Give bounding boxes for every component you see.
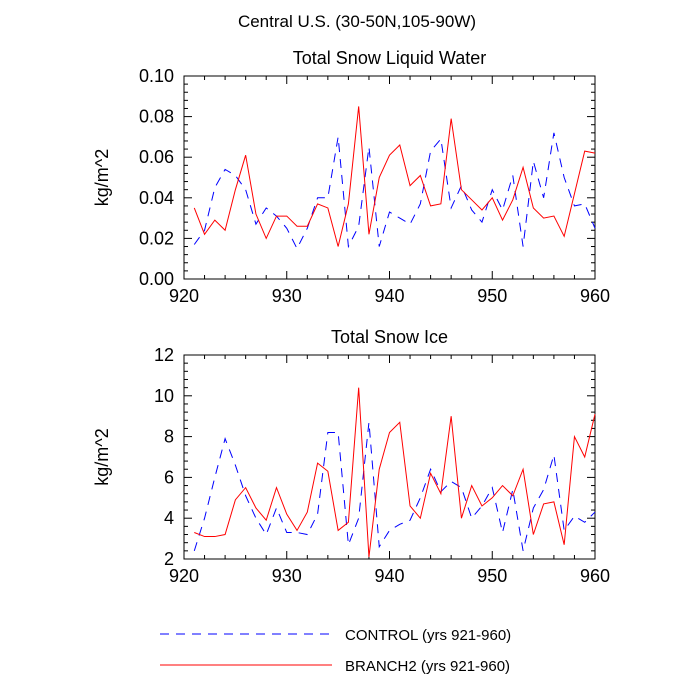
series-line-control: [193, 422, 596, 551]
y-axis-label: kg/m^2: [92, 149, 112, 206]
x-tick-label: 940: [374, 286, 404, 306]
x-tick-label: 930: [272, 286, 302, 306]
y-tick-label: 0.02: [139, 228, 174, 248]
chart-panel-snow-liquid-water: Total Snow Liquid Water kg/m^2 920 930 940 95…: [92, 48, 610, 306]
x-tick-label: 920: [169, 566, 199, 586]
plot-frame: [183, 75, 596, 280]
y-tick-label: 0.06: [139, 147, 174, 167]
series-line-branch2: [194, 387, 596, 558]
y-tick-label: 2: [164, 549, 174, 569]
figure-title: Central U.S. (30-50N,105-90W): [238, 12, 476, 31]
y-tick-label: 8: [164, 427, 174, 447]
x-tick-label: 920: [169, 286, 199, 306]
panel-title: Total Snow Liquid Water: [293, 48, 486, 68]
x-tick-label: 940: [374, 566, 404, 586]
legend-label-branch2: BRANCH2 (yrs 921-960): [345, 658, 510, 675]
series-line-control: [193, 132, 596, 250]
plot-frame: [183, 354, 596, 560]
x-tick-label: 950: [477, 286, 507, 306]
panel-title: Total Snow Ice: [331, 327, 448, 347]
y-tick-label: 4: [164, 508, 174, 528]
series-line-branch2: [193, 106, 596, 247]
x-tick-label: 960: [580, 566, 610, 586]
y-tick-label: 0.00: [139, 269, 174, 289]
x-tick-label: 930: [272, 566, 302, 586]
legend-label-control: CONTROL (yrs 921-960): [345, 627, 511, 644]
x-tick-label: 950: [477, 566, 507, 586]
y-tick-label: 12: [154, 345, 174, 365]
y-axis-label: kg/m^2: [92, 428, 112, 485]
legend: CONTROL (yrs 921-960) BRANCH2 (yrs 921-9…: [160, 627, 511, 675]
y-tick-label: 0.10: [139, 66, 174, 86]
x-tick-label: 960: [580, 286, 610, 306]
y-tick-label: 0.04: [139, 188, 174, 208]
y-tick-label: 10: [154, 386, 174, 406]
y-tick-label: 6: [164, 467, 174, 487]
chart-panel-snow-ice: Total Snow Ice kg/m^2 920 930 940 950 960 2 4 6 8 1…: [92, 327, 610, 586]
y-tick-label: 0.08: [139, 107, 174, 127]
